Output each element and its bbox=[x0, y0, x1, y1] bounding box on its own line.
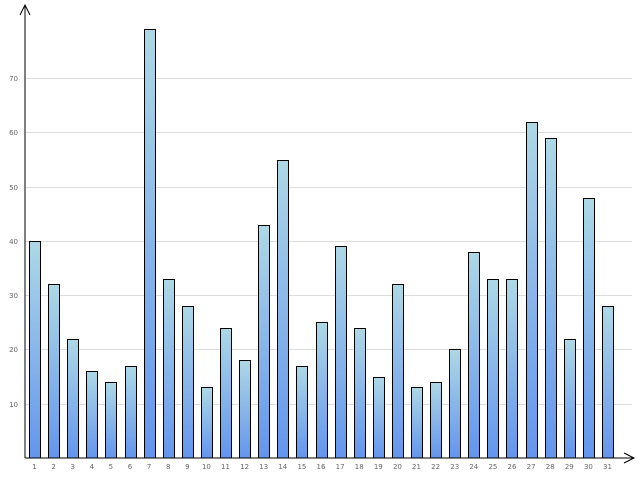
bar-20 bbox=[392, 284, 404, 459]
bar-9 bbox=[182, 306, 194, 459]
bar-27 bbox=[526, 122, 538, 459]
y-tick-label: 60 bbox=[9, 129, 18, 137]
x-tick-label: 20 bbox=[393, 463, 402, 471]
x-axis-arrow-icon bbox=[623, 452, 636, 464]
bar-21 bbox=[411, 387, 423, 459]
gridlines bbox=[25, 78, 632, 405]
bar-19 bbox=[373, 377, 385, 459]
bar-5 bbox=[105, 382, 117, 459]
x-tick-label: 16 bbox=[317, 463, 326, 471]
bar-28 bbox=[545, 138, 557, 459]
x-tick-label: 1 bbox=[32, 463, 36, 471]
x-tick-label: 6 bbox=[128, 463, 133, 471]
x-tick-label: 24 bbox=[469, 463, 478, 471]
bar-17 bbox=[335, 246, 347, 459]
bar-24 bbox=[468, 252, 480, 459]
bar-12 bbox=[239, 360, 251, 459]
x-tick-label: 23 bbox=[450, 463, 459, 471]
bar-11 bbox=[220, 328, 232, 459]
x-tick-label: 28 bbox=[546, 463, 555, 471]
bar-14 bbox=[277, 160, 289, 459]
x-tick-label: 13 bbox=[259, 463, 268, 471]
bar-25 bbox=[487, 279, 499, 459]
x-tick-label: 25 bbox=[488, 463, 497, 471]
x-tick-label: 19 bbox=[374, 463, 383, 471]
y-axis-tick-labels: 10 20 30 40 50 60 70 bbox=[9, 75, 18, 409]
x-tick-label: 31 bbox=[603, 463, 612, 471]
bar-7 bbox=[144, 29, 156, 459]
x-tick-label: 12 bbox=[240, 463, 249, 471]
bar-22 bbox=[430, 382, 442, 459]
bar-6 bbox=[125, 366, 137, 459]
x-tick-label: 5 bbox=[109, 463, 113, 471]
bar-13 bbox=[258, 225, 270, 459]
y-tick-label: 30 bbox=[9, 292, 18, 300]
x-tick-label: 2 bbox=[51, 463, 55, 471]
bar-26 bbox=[506, 279, 518, 459]
x-tick-label: 15 bbox=[297, 463, 306, 471]
bar-30 bbox=[583, 198, 595, 459]
y-tick-label: 70 bbox=[9, 75, 18, 83]
bar-4 bbox=[86, 371, 98, 459]
x-tick-label: 18 bbox=[355, 463, 364, 471]
x-tick-label: 3 bbox=[70, 463, 74, 471]
y-tick-label: 50 bbox=[9, 184, 18, 192]
x-tick-label: 8 bbox=[166, 463, 170, 471]
x-tick-label: 14 bbox=[278, 463, 287, 471]
bar-15 bbox=[296, 366, 308, 459]
x-tick-label: 27 bbox=[527, 463, 536, 471]
y-axis-arrow-icon bbox=[19, 3, 31, 16]
x-tick-label: 30 bbox=[584, 463, 593, 471]
axes bbox=[19, 3, 636, 464]
y-tick-label: 20 bbox=[9, 346, 18, 354]
bar-2 bbox=[48, 284, 60, 459]
bar-1 bbox=[29, 241, 41, 459]
bar-16 bbox=[316, 322, 328, 459]
x-tick-label: 17 bbox=[336, 463, 345, 471]
x-tick-label: 11 bbox=[221, 463, 230, 471]
x-tick-label: 26 bbox=[508, 463, 517, 471]
bar-8 bbox=[163, 279, 175, 459]
x-axis-tick-labels: 1 2 3 4 5 6 7 8 9 10 11 12 13 14 15 16 17 18 19 20 21 22 23 24 2… bbox=[32, 463, 612, 471]
x-tick-label: 7 bbox=[147, 463, 151, 471]
y-tick-label: 40 bbox=[9, 238, 18, 246]
bar-31 bbox=[602, 306, 614, 459]
x-tick-label: 21 bbox=[412, 463, 421, 471]
x-tick-label: 22 bbox=[431, 463, 440, 471]
x-tick-label: 29 bbox=[565, 463, 574, 471]
y-tick-label: 10 bbox=[9, 401, 18, 409]
bar-29 bbox=[564, 339, 576, 459]
x-tick-label: 10 bbox=[202, 463, 211, 471]
bar-18 bbox=[354, 328, 366, 459]
bar-3 bbox=[67, 339, 79, 459]
bar-23 bbox=[449, 349, 461, 459]
bar-10 bbox=[201, 387, 213, 459]
x-tick-label: 4 bbox=[90, 463, 95, 471]
x-tick-label: 9 bbox=[185, 463, 189, 471]
bars bbox=[29, 29, 614, 459]
